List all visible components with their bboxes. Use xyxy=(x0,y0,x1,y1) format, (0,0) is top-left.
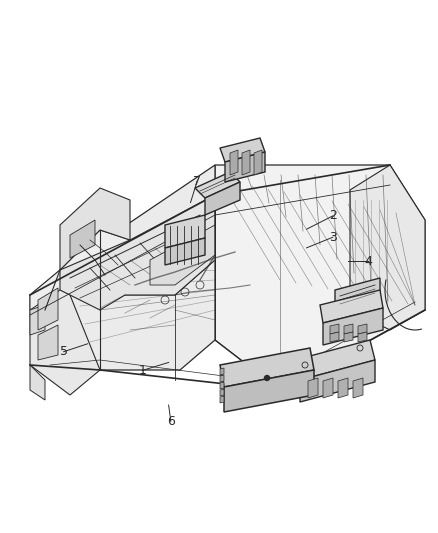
Polygon shape xyxy=(215,165,425,390)
Polygon shape xyxy=(330,324,339,334)
Polygon shape xyxy=(38,288,58,330)
Polygon shape xyxy=(30,230,130,310)
Polygon shape xyxy=(30,365,45,400)
Polygon shape xyxy=(254,150,262,175)
Polygon shape xyxy=(45,165,215,370)
Polygon shape xyxy=(320,290,383,323)
Polygon shape xyxy=(300,360,375,402)
Polygon shape xyxy=(220,368,224,375)
Polygon shape xyxy=(353,378,363,398)
Polygon shape xyxy=(338,378,348,398)
Polygon shape xyxy=(150,225,215,285)
Polygon shape xyxy=(220,382,224,389)
Polygon shape xyxy=(60,188,130,270)
Text: 4: 4 xyxy=(364,255,372,268)
Polygon shape xyxy=(230,150,238,175)
Polygon shape xyxy=(30,270,100,395)
Polygon shape xyxy=(225,152,265,182)
Polygon shape xyxy=(220,389,224,396)
Text: 6: 6 xyxy=(167,415,175,427)
Polygon shape xyxy=(335,292,380,317)
Polygon shape xyxy=(308,378,318,398)
Text: 5: 5 xyxy=(60,345,67,358)
Polygon shape xyxy=(165,215,205,248)
Polygon shape xyxy=(220,396,224,403)
Polygon shape xyxy=(242,150,250,175)
Polygon shape xyxy=(60,195,215,310)
Polygon shape xyxy=(220,348,314,387)
Polygon shape xyxy=(335,278,380,304)
Polygon shape xyxy=(344,324,353,334)
Text: 1: 1 xyxy=(138,364,146,377)
Polygon shape xyxy=(350,165,425,330)
Polygon shape xyxy=(165,238,205,265)
Polygon shape xyxy=(220,138,265,162)
Polygon shape xyxy=(295,340,375,380)
Circle shape xyxy=(265,376,269,381)
Text: 7: 7 xyxy=(193,175,201,188)
Polygon shape xyxy=(358,324,367,334)
Polygon shape xyxy=(224,370,314,412)
Polygon shape xyxy=(38,325,58,360)
Text: 2: 2 xyxy=(329,209,337,222)
Polygon shape xyxy=(125,195,215,295)
Polygon shape xyxy=(220,375,224,382)
Polygon shape xyxy=(323,308,383,345)
Polygon shape xyxy=(205,182,240,215)
Text: 3: 3 xyxy=(329,231,337,244)
Polygon shape xyxy=(358,332,367,342)
Polygon shape xyxy=(30,305,45,335)
Polygon shape xyxy=(344,332,353,342)
Polygon shape xyxy=(195,172,240,198)
Polygon shape xyxy=(330,332,339,342)
Polygon shape xyxy=(70,220,95,258)
Polygon shape xyxy=(323,378,333,398)
